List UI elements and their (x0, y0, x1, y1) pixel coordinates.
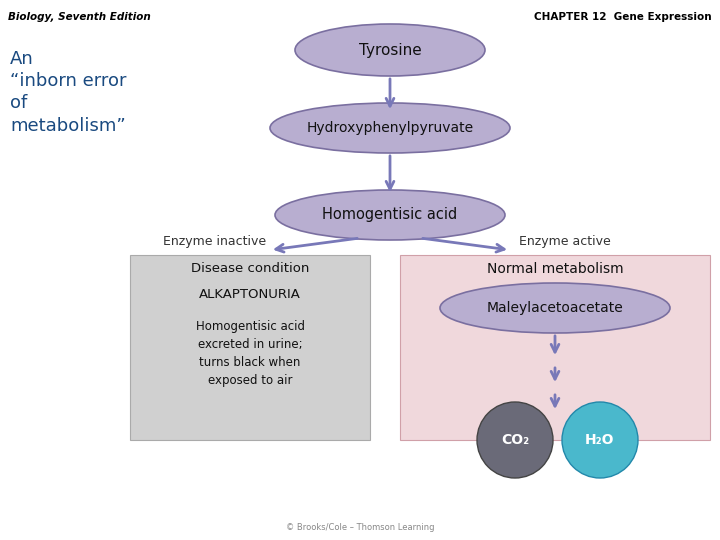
Text: Maleylacetoacetate: Maleylacetoacetate (487, 301, 624, 315)
Circle shape (477, 402, 553, 478)
Text: Normal metabolism: Normal metabolism (487, 262, 624, 276)
Text: An
“inborn error
of
metabolism”: An “inborn error of metabolism” (10, 50, 127, 134)
Text: Homogentisic acid: Homogentisic acid (323, 207, 458, 222)
Text: © Brooks/Cole – Thomson Learning: © Brooks/Cole – Thomson Learning (286, 523, 434, 532)
Text: Disease condition: Disease condition (191, 262, 309, 275)
Text: CHAPTER 12  Gene Expression: CHAPTER 12 Gene Expression (534, 12, 712, 22)
Text: ALKAPTONURIA: ALKAPTONURIA (199, 288, 301, 301)
Ellipse shape (275, 190, 505, 240)
Ellipse shape (270, 103, 510, 153)
Ellipse shape (440, 283, 670, 333)
Circle shape (562, 402, 638, 478)
Text: Biology, Seventh Edition: Biology, Seventh Edition (8, 12, 150, 22)
Text: CO₂: CO₂ (501, 433, 529, 447)
Text: Homogentisic acid
excreted in urine;
turns black when
exposed to air: Homogentisic acid excreted in urine; tur… (196, 320, 305, 387)
Text: Enzyme active: Enzyme active (519, 235, 611, 248)
FancyBboxPatch shape (400, 255, 710, 440)
Ellipse shape (295, 24, 485, 76)
Text: Enzyme inactive: Enzyme inactive (163, 235, 266, 248)
FancyBboxPatch shape (130, 255, 370, 440)
Text: Tyrosine: Tyrosine (359, 43, 421, 57)
Text: H₂O: H₂O (585, 433, 615, 447)
Text: Hydroxyphenylpyruvate: Hydroxyphenylpyruvate (307, 121, 474, 135)
